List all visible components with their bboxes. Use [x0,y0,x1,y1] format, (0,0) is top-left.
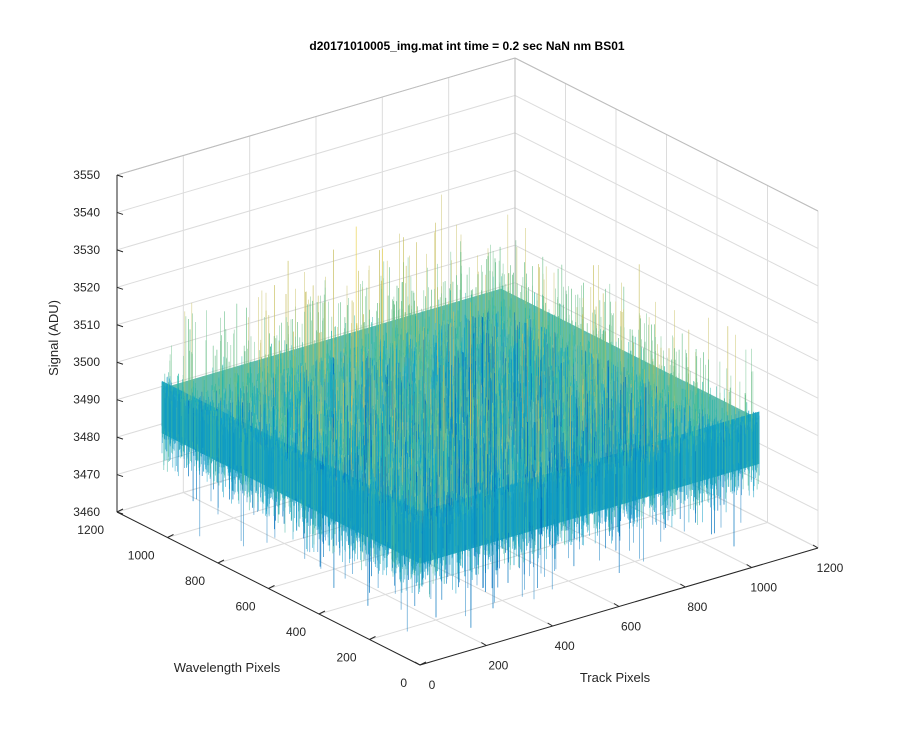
grid-line [116,207,516,326]
back-edge [116,57,516,176]
back-edge [514,57,819,212]
chart-title: d20171010005_img.mat int time = 0.2 sec … [309,39,624,53]
grid-line [514,282,819,437]
grid-line [514,244,819,399]
grid-line [514,207,819,362]
surface-plot [161,194,760,632]
grid-line [514,132,819,287]
grid-line [116,94,516,213]
grid-line [514,94,819,249]
grid-line [318,496,718,615]
grid-line [514,169,819,324]
grid-line [369,522,768,640]
grid-line [116,244,516,363]
grid-line [116,169,516,288]
grid-line [116,132,516,251]
